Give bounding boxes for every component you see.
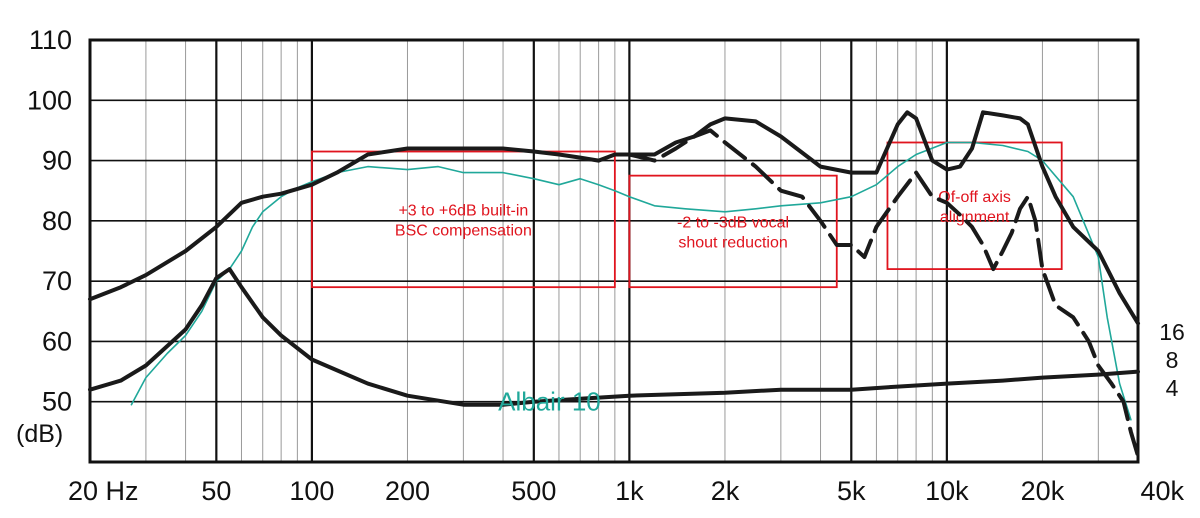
annotation-text-vocal: -2 to -3dB vocal [677,214,789,231]
x-tick-label: 50 [201,476,231,506]
x-tick-label: 20k [1021,476,1065,506]
plot-frame [88,38,1140,464]
x-tick-label: 20 Hz [68,476,139,506]
annotation-box-bsc [311,150,616,289]
series-line-2 [88,267,1140,407]
annotation-text-axis: alignment [940,209,1010,226]
x-tick-label: 100 [289,476,334,506]
x-tick-label: 200 [385,476,430,506]
y-tick-label: 110 [29,25,72,55]
annotation-box-vocal [628,174,838,289]
series-line-1 [88,110,1140,326]
annotation-text-vocal: shout reduction [678,234,787,251]
series-line-0 [130,141,1132,421]
y-tick-labels: 110 100 90 80 70 60 50 [27,25,72,417]
x-tick-label: 10k [925,476,969,506]
annotation-text-axis: Of-off axis [938,189,1011,206]
x-tick-labels: 20 Hz 50 100 200 500 1k 2k 5k 10k 20k 40k [68,476,1184,506]
x-tick-label: 2k [711,476,740,506]
x-tick-label: 5k [837,476,866,506]
series [88,110,1140,458]
y-tick-label: 50 [42,387,72,417]
annotation-text-bsc: +3 to +6dB built-in [398,202,528,219]
y-tick-label: 90 [42,146,72,176]
series-label-albair-10: Albair 10 [498,387,601,417]
y-tick-label: 60 [42,326,72,356]
impedance-tick-label: 8 [1166,347,1179,373]
plot-border [88,38,1140,464]
y-tick-label: 100 [27,85,72,115]
y-axis-unit: (dB) [16,420,63,448]
annotation-text-bsc: BSC compensation [395,222,532,239]
y-tick-label: 70 [42,266,72,296]
x-tick-label: 40k [1140,476,1184,506]
annotations: +3 to +6dB built-in BSC compensation -2 to… [311,141,1063,289]
y-tick-label: 80 [42,206,72,236]
x-tick-label: 1k [615,476,644,506]
series-line-3 [627,128,1140,458]
x-tick-label: 500 [511,476,556,506]
impedance-tick-label: 4 [1166,375,1179,401]
impedance-tick-label: 16 [1159,319,1185,345]
